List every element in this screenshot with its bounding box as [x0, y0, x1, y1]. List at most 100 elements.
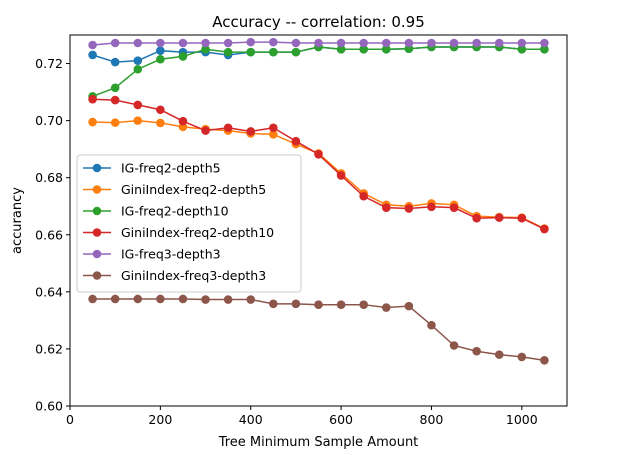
data-point: [88, 94, 97, 104]
data-point: [517, 352, 527, 362]
legend-label: GiniIndex-freq3-depth3: [121, 268, 266, 283]
x-tick-label: 0: [66, 412, 74, 427]
data-point: [88, 50, 97, 60]
plot-frame: [69, 34, 568, 407]
legend-label: IG-freq2-depth10: [121, 204, 229, 219]
data-point: [336, 38, 346, 48]
data-point: [494, 213, 504, 222]
data-point: [269, 299, 278, 309]
data-point: [133, 100, 143, 110]
data-point: [381, 203, 391, 212]
data-point: [291, 299, 301, 309]
data-point: [381, 44, 391, 54]
legend-label: IG-freq2-depth5: [121, 161, 221, 176]
data-point: [359, 38, 368, 48]
axes-layer: 0 200 400 600 800 1000 0.60 0.62 0.64 0.66 0.68 0.7…: [35, 56, 538, 427]
data-point: [133, 116, 143, 125]
data-point: [156, 294, 165, 304]
data-point: [246, 127, 256, 136]
y-tick-label: 0.64: [35, 284, 63, 299]
legend-marker: [92, 206, 102, 216]
data-point: [223, 295, 233, 304]
data-point: [156, 105, 165, 115]
legend-marker: [92, 163, 102, 173]
data-point: [336, 171, 346, 180]
data-point: [517, 213, 527, 223]
legend-marker: [92, 185, 102, 194]
legend-item: GiniIndex-freq2-depth10: [83, 225, 274, 240]
data-point: [517, 38, 527, 48]
data-point: [110, 294, 120, 304]
data-point: [269, 47, 278, 57]
data-point: [110, 57, 120, 67]
legend-label: GiniIndex-freq2-depth10: [121, 225, 274, 240]
legend-item: GiniIndex-freq2-depth5: [83, 182, 266, 197]
data-point: [156, 38, 165, 48]
data-point: [404, 204, 414, 213]
data-point: [246, 295, 256, 304]
data-point: [404, 301, 414, 311]
data-point: [110, 38, 120, 48]
data-point: [314, 300, 323, 309]
data-point: [427, 320, 436, 330]
data-point: [88, 117, 97, 127]
data-point: [110, 83, 120, 93]
data-point: [178, 294, 188, 304]
y-tick-label: 0.66: [35, 227, 63, 242]
data-point: [517, 44, 527, 54]
data-point: [540, 44, 549, 54]
data-point: [133, 56, 143, 65]
legend-item: IG-freq2-depth10: [83, 204, 229, 219]
data-point: [449, 203, 459, 212]
data-point: [133, 294, 143, 304]
data-point: [540, 356, 549, 365]
data-point: [427, 202, 436, 212]
data-point: [314, 38, 323, 48]
legend: IG-freq2-depth5 GiniIndex-freq2-depth5 IG-…: [76, 154, 302, 293]
data-point: [133, 64, 143, 74]
data-point: [269, 130, 278, 139]
data-point: [88, 40, 97, 50]
data-point: [404, 38, 414, 48]
data-point: [269, 37, 278, 47]
y-axis-label: accurancy: [10, 187, 25, 254]
x-axis-label: Tree Minimum Sample Amount: [218, 435, 419, 450]
data-point: [110, 118, 120, 127]
data-point: [178, 38, 188, 48]
series-GiniIndex-freq3-depth3: [88, 294, 549, 365]
y-tick-label: 0.68: [35, 170, 63, 185]
data-point: [201, 44, 210, 54]
data-point: [336, 300, 346, 309]
x-tick-label: 800: [420, 412, 444, 427]
legend-marker: [92, 249, 102, 259]
data-point: [133, 38, 143, 48]
legend-marker: [92, 228, 102, 237]
data-point: [336, 44, 346, 54]
x-tick-label: 600: [329, 412, 353, 427]
data-point: [156, 118, 165, 128]
data-point: [201, 295, 210, 304]
y-tick-label: 0.62: [35, 341, 63, 356]
data-point: [88, 294, 97, 304]
series-IG-freq3-depth3: [88, 37, 549, 50]
legend-box: [76, 154, 302, 293]
data-point: [359, 191, 368, 201]
data-point: [246, 37, 256, 47]
data-point: [246, 47, 256, 57]
y-tick-label: 0.60: [35, 399, 63, 414]
data-point: [201, 38, 210, 48]
data-point: [472, 213, 481, 223]
legend-item: IG-freq3-depth3: [83, 247, 221, 262]
x-tick-label: 400: [239, 412, 263, 427]
data-point: [223, 38, 233, 48]
data-point: [156, 54, 165, 64]
data-point: [381, 38, 391, 48]
y-tick-label: 0.72: [35, 56, 63, 71]
data-point: [269, 123, 278, 133]
data-point: [110, 95, 120, 105]
data-point: [381, 303, 391, 312]
data-point: [223, 47, 233, 57]
data-point: [540, 38, 549, 48]
legend-item: GiniIndex-freq3-depth3: [83, 268, 266, 283]
series-layer: [88, 37, 549, 365]
